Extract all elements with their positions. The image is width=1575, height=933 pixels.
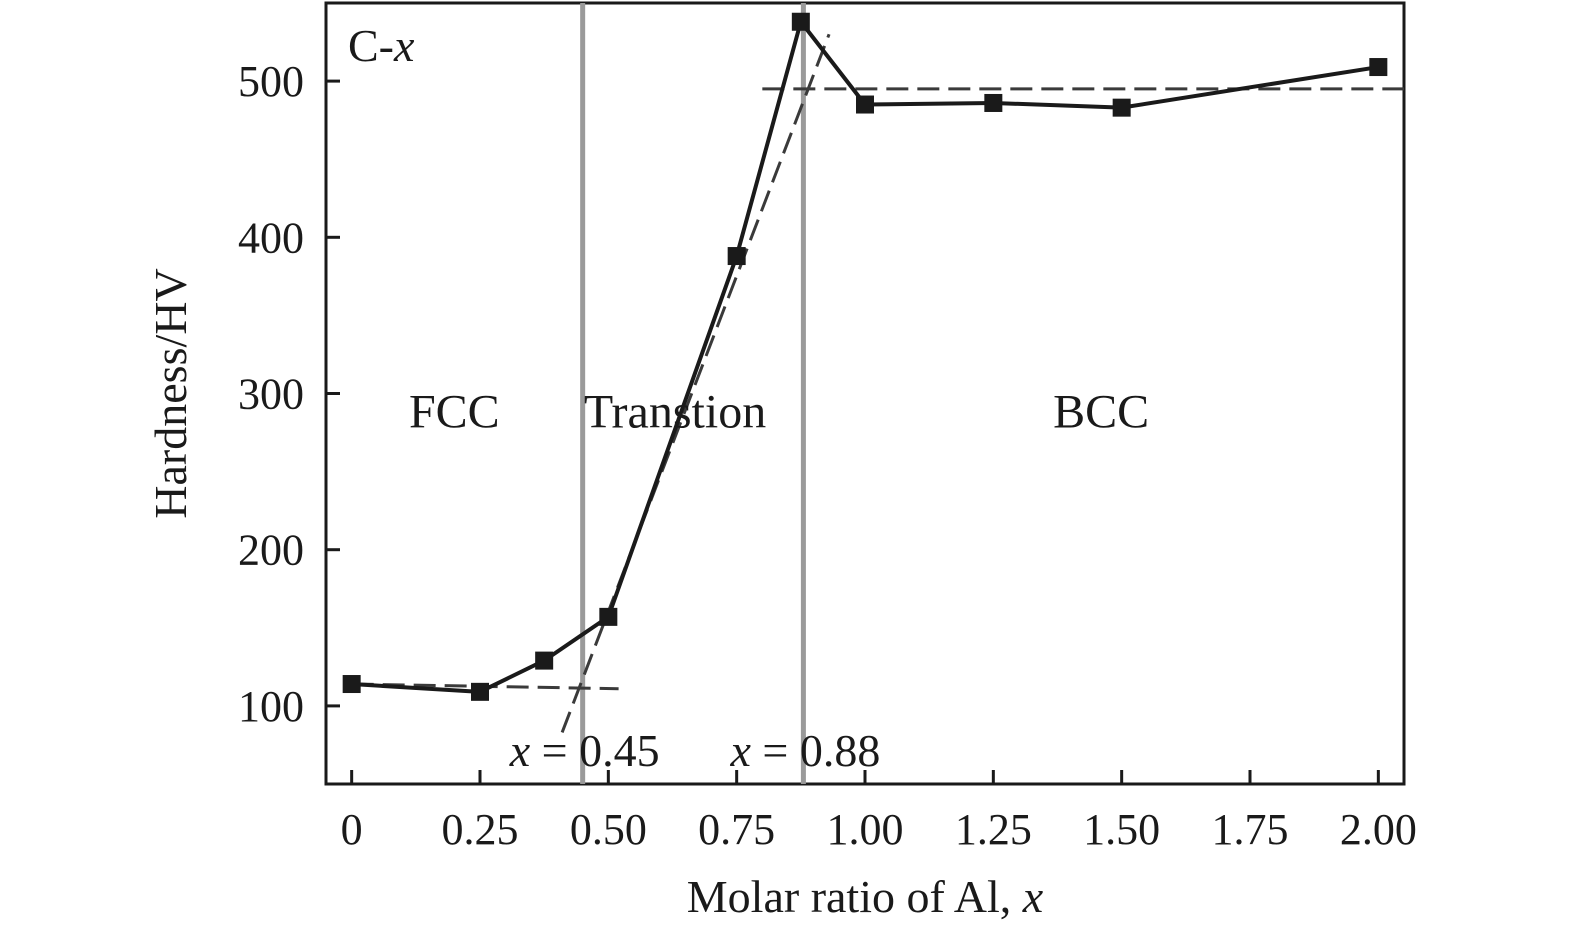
data-series [342,12,1388,701]
fit-line-2 [560,33,831,733]
data-point [984,93,1003,112]
x-tick-label: 1.25 [955,805,1032,854]
y-tick-label: 100 [238,682,304,731]
data-point [535,651,554,670]
y-tick-label: 400 [238,213,304,262]
x-tick-label: 1.50 [1083,805,1160,854]
panel-label: C-x [348,20,415,71]
transition-boundaries [580,3,806,784]
y-tick-label: 200 [238,526,304,575]
data-point [727,247,746,266]
x-tick-label: 1.75 [1212,805,1289,854]
x-tick-label: 2.00 [1340,805,1417,854]
data-point [1112,98,1131,117]
x-axis-title: Molar ratio of Al, x [687,871,1044,922]
x-tick-label: 0 [341,805,363,854]
data-point [471,682,489,701]
data-point [1369,58,1388,77]
boundary-label-2: x = 0.88 [729,725,880,776]
region-label-transtion: Transtion [584,386,766,439]
data-point [856,95,874,114]
y-axis-title: Hardness/HV [145,268,196,518]
data-point [791,12,810,31]
x-tick-label: 0.50 [570,805,647,854]
x-tick-label: 0.75 [698,805,775,854]
data-point [342,675,361,694]
series-line [351,19,1379,694]
y-tick-label: 300 [238,370,304,419]
boundary-label-1: x = 0.45 [509,725,660,776]
axis-ticks [326,79,1380,784]
x-tick-label: 1.00 [827,805,904,854]
region-label-bcc: BCC [1053,386,1149,439]
region-label-fcc: FCC [409,386,500,439]
fit-lines [351,33,1404,733]
x-tick-label: 0.25 [442,805,519,854]
chart-labels: x = 0.45 x = 0.88 0 0.25 0.50 0.75 1.00 1.25 1.5… [145,20,1417,922]
y-tick-label: 500 [238,57,304,106]
data-point [599,607,618,626]
